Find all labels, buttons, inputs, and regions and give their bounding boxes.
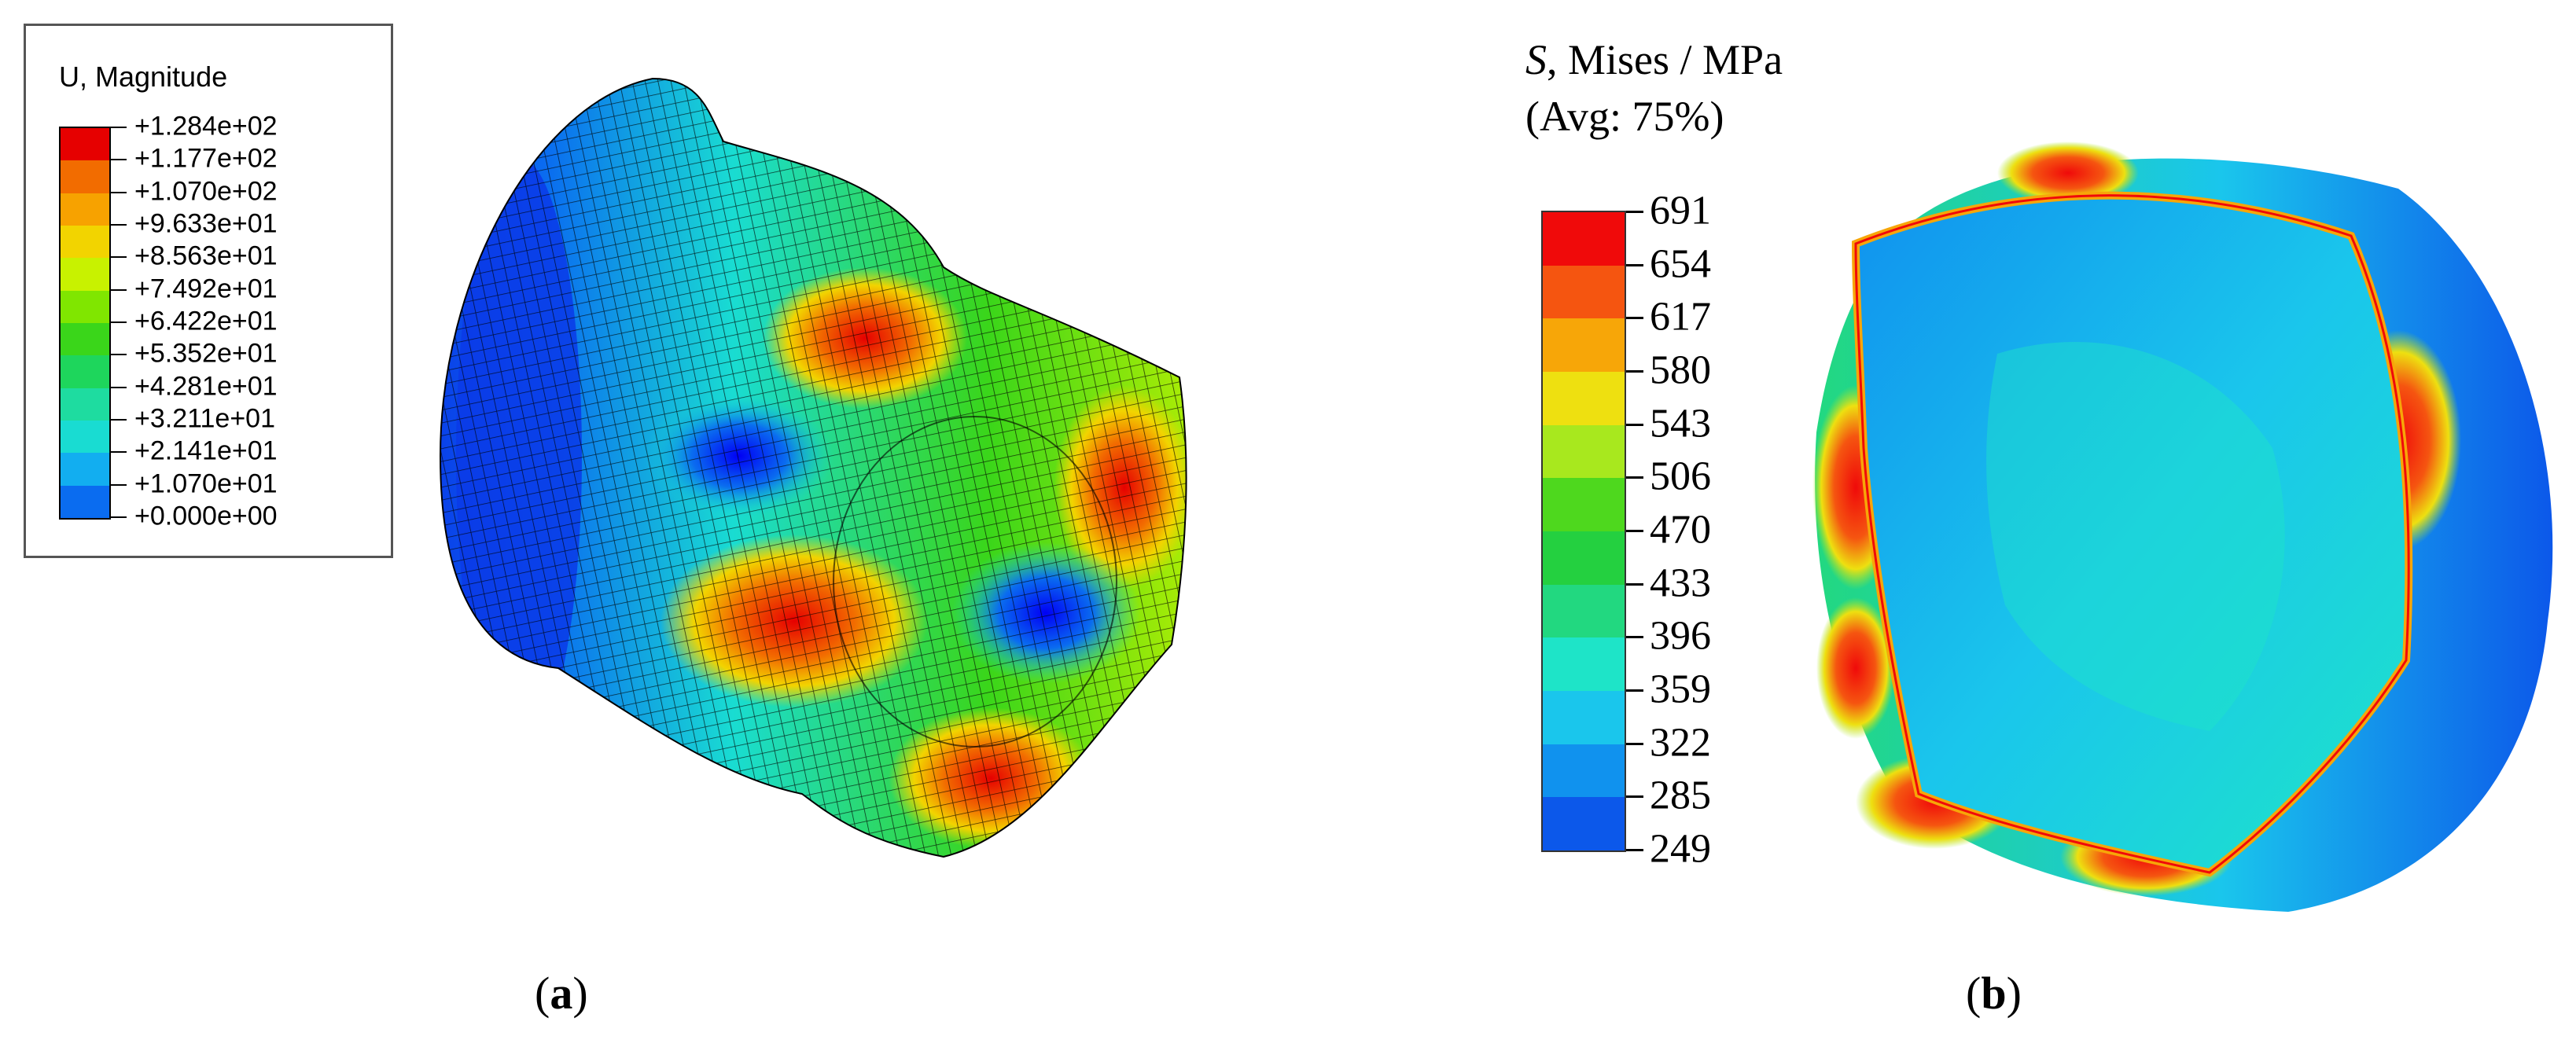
stress-symbol: S <box>1525 36 1547 83</box>
deformed-mesh-render <box>439 77 1187 858</box>
legend-title-b-rest: , Mises / MPa <box>1547 36 1783 83</box>
colorbar-b-tick <box>1626 530 1643 532</box>
colorbar-a-tick-label: +8.563e+01 <box>134 241 278 271</box>
colorbar-a-tick <box>109 191 127 193</box>
colorbar-b-tick <box>1626 211 1643 213</box>
colorbar-b-tick <box>1626 476 1643 479</box>
colorbar-a-tick-label: +6.422e+01 <box>134 306 278 336</box>
colorbar-a-tick <box>109 256 127 259</box>
colorbar-b-tick-label: 396 <box>1650 613 1711 659</box>
colorbar-b-color-segment <box>1543 637 1625 691</box>
colorbar-b-tick-label: 654 <box>1650 241 1711 287</box>
colorbar-b-color-segment <box>1543 265 1625 319</box>
colorbar-a-tick-label: +4.281e+01 <box>134 371 278 402</box>
colorbar-a-tick-label: +1.070e+02 <box>134 176 278 207</box>
colorbar-b-color-segment <box>1543 424 1625 479</box>
colorbar-b-tick <box>1626 689 1643 692</box>
colorbar-b-color-segment <box>1543 690 1625 744</box>
colorbar-b-tick <box>1626 370 1643 373</box>
colorbar-a-color-segment <box>61 128 109 161</box>
colorbar-a-tick-label: +5.352e+01 <box>134 338 278 369</box>
colorbar-a-tick <box>109 224 127 226</box>
colorbar-b-color-segment <box>1543 478 1625 531</box>
colorbar-b-color-segment <box>1543 318 1625 372</box>
colorbar-b-color-segment <box>1543 744 1625 798</box>
colorbar-a-color-segment <box>61 290 109 323</box>
colorbar-b-tick-label: 322 <box>1650 720 1711 766</box>
colorbar-a-tick-label: +9.633e+01 <box>134 208 278 239</box>
legend-title-b: S, Mises / MPa (Avg: 75%) <box>1525 31 1783 145</box>
colorbar-b-color-segment <box>1543 531 1625 585</box>
colorbar-b-color-segment <box>1543 371 1625 425</box>
colorbar-b-tick-label: 506 <box>1650 454 1711 499</box>
colorbar-a-tick-label: +7.492e+01 <box>134 274 278 304</box>
colorbar-b-tick <box>1626 263 1643 266</box>
colorbar-b-tick-label: 285 <box>1650 773 1711 818</box>
colorbar-b-color-segment <box>1543 584 1625 638</box>
colorbar-a-tick <box>109 159 127 161</box>
colorbar-a-tick <box>109 419 127 421</box>
legend-subtitle-b: (Avg: 75%) <box>1525 93 1724 140</box>
colorbar-b-tick-label: 691 <box>1650 188 1711 233</box>
colorbar-b-tick-label: 359 <box>1650 667 1711 712</box>
colorbar-a-tick <box>109 127 127 128</box>
colorbar-a-color-segment <box>61 258 109 291</box>
colorbar-b-tick-label: 617 <box>1650 294 1711 340</box>
colorbar-a-color-segment <box>61 193 109 226</box>
legend-title-a: U, Magnitude <box>59 61 228 93</box>
caption-a: (a) <box>535 968 588 1019</box>
colorbar-a-color-segment <box>61 388 109 421</box>
colorbar-a-color-segment <box>61 225 109 259</box>
colorbar-a-tick <box>109 321 127 323</box>
displacement-legend: U, Magnitude +1.284e+02 +1.177e+02 +1.070e… <box>24 24 393 558</box>
colorbar-a-tick <box>109 288 127 291</box>
caption-b-letter: b <box>1981 968 2007 1019</box>
colorbar-a-color-segment <box>61 420 109 454</box>
colorbar-b-tick-label: 470 <box>1650 507 1711 553</box>
colorbar-b-tick <box>1626 636 1643 639</box>
colorbar-a-tick-label: +3.211e+01 <box>134 403 275 434</box>
colorbar-a-tick <box>109 386 127 388</box>
colorbar-b-color-segment <box>1543 212 1625 266</box>
colorbar-a-tick-label: +1.177e+02 <box>134 143 278 174</box>
colorbar-a-tick-label: +2.141e+01 <box>134 435 278 466</box>
colorbar-a-color-segment <box>61 322 109 356</box>
colorbar-a-tick <box>109 451 127 454</box>
colorbar-b-tick <box>1626 582 1643 586</box>
colorbar-a <box>59 127 111 520</box>
colorbar-b-tick <box>1626 742 1643 745</box>
colorbar-a-color-segment <box>61 485 109 518</box>
colorbar-a-tick <box>109 483 127 486</box>
colorbar-a-color-segment <box>61 453 109 486</box>
colorbar-b-tick-label: 433 <box>1650 560 1711 606</box>
colorbar-a-tick-label: +1.284e+02 <box>134 111 278 141</box>
caption-a-letter: a <box>550 968 573 1019</box>
colorbar-a-tick <box>109 354 127 356</box>
colorbar-a-color-segment <box>61 160 109 193</box>
colorbar-b-tick <box>1626 795 1643 799</box>
colorbar-b-tick-label: 249 <box>1650 826 1711 872</box>
caption-b: (b) <box>1966 968 2022 1019</box>
stress-ring-render <box>1812 141 2553 913</box>
colorbar-b-tick <box>1626 317 1643 320</box>
colorbar-a-tick <box>109 516 127 518</box>
colorbar-b-tick <box>1626 423 1643 426</box>
colorbar-a-color-segment <box>61 355 109 388</box>
colorbar-b-color-segment <box>1543 797 1625 850</box>
colorbar-a-tick-label: +1.070e+01 <box>134 468 278 499</box>
colorbar-b-tick <box>1626 849 1643 851</box>
colorbar-b-tick-label: 580 <box>1650 347 1711 393</box>
colorbar-b-tick-label: 543 <box>1650 401 1711 446</box>
colorbar-b <box>1541 211 1626 852</box>
colorbar-a-tick-label: +0.000e+00 <box>134 501 278 531</box>
